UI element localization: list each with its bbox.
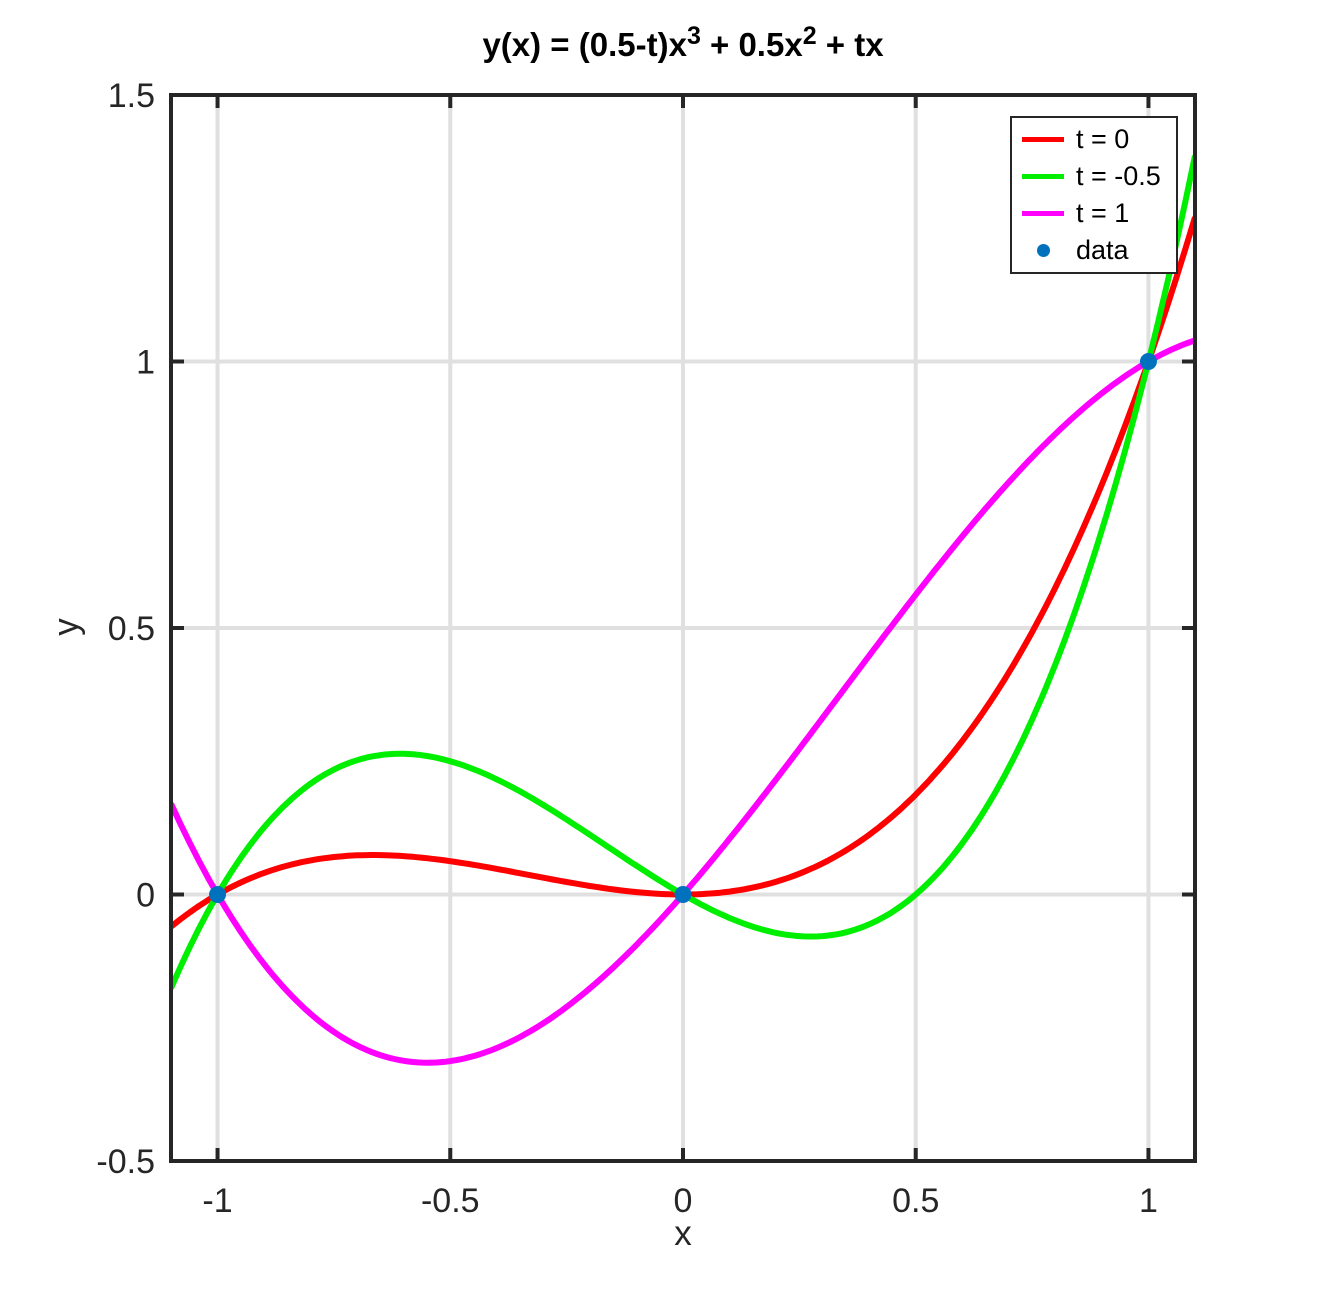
legend-marker-sample (1022, 244, 1064, 258)
legend-item-label: t = 0 (1076, 123, 1130, 154)
y-axis-label: y (46, 618, 86, 636)
y-tick-label: -0.5 (96, 1143, 155, 1181)
y-tick-label: 0.5 (108, 610, 155, 648)
x-tick-label: 0 (674, 1182, 693, 1220)
x-tick-label: -1 (202, 1182, 232, 1220)
x-tick-label: -0.5 (421, 1182, 480, 1220)
legend-item-t-1: t = 1 (1022, 196, 1176, 232)
data-point (674, 886, 692, 903)
legend-line-sample (1022, 211, 1064, 217)
axes-border (169, 93, 1197, 1163)
legend-line-sample (1022, 173, 1064, 179)
legend-line-swatch (1022, 173, 1064, 179)
legend-item-label: t = -0.5 (1076, 160, 1161, 191)
legend-line-swatch (1022, 136, 1064, 142)
y-tick-label: 1.5 (108, 77, 155, 115)
chart-title: y(x) = (0.5-t)x3 + 0.5x2 + tx (171, 22, 1195, 67)
title-text: y(x) = (0.5-t)x (482, 26, 687, 63)
legend-item-data: data (1022, 233, 1176, 269)
legend-item-label: t = 1 (1076, 198, 1130, 229)
title-text: + tx (816, 26, 884, 63)
legend: t = 0 t = -0.5 t = 1 data (1010, 116, 1178, 274)
x-axis-label: x (674, 1214, 692, 1253)
y-tick-label: 0 (136, 877, 155, 915)
legend-item-t-0: t = 0 (1022, 121, 1176, 157)
legend-dot-swatch (1036, 244, 1050, 258)
legend-item-label: data (1076, 235, 1129, 266)
title-text: + 0.5x (700, 26, 803, 63)
legend-line-sample (1022, 136, 1064, 142)
data-point (209, 886, 227, 903)
legend-item-t--0.5: t = -0.5 (1022, 158, 1176, 194)
y-tick-label: 1 (136, 344, 155, 382)
title-superscript: 2 (802, 22, 817, 50)
data-point (1139, 353, 1157, 370)
x-tick-label: 0.5 (892, 1182, 939, 1220)
x-tick-label: 1 (1139, 1182, 1158, 1220)
legend-line-swatch (1022, 211, 1064, 217)
title-superscript: 3 (686, 22, 701, 50)
